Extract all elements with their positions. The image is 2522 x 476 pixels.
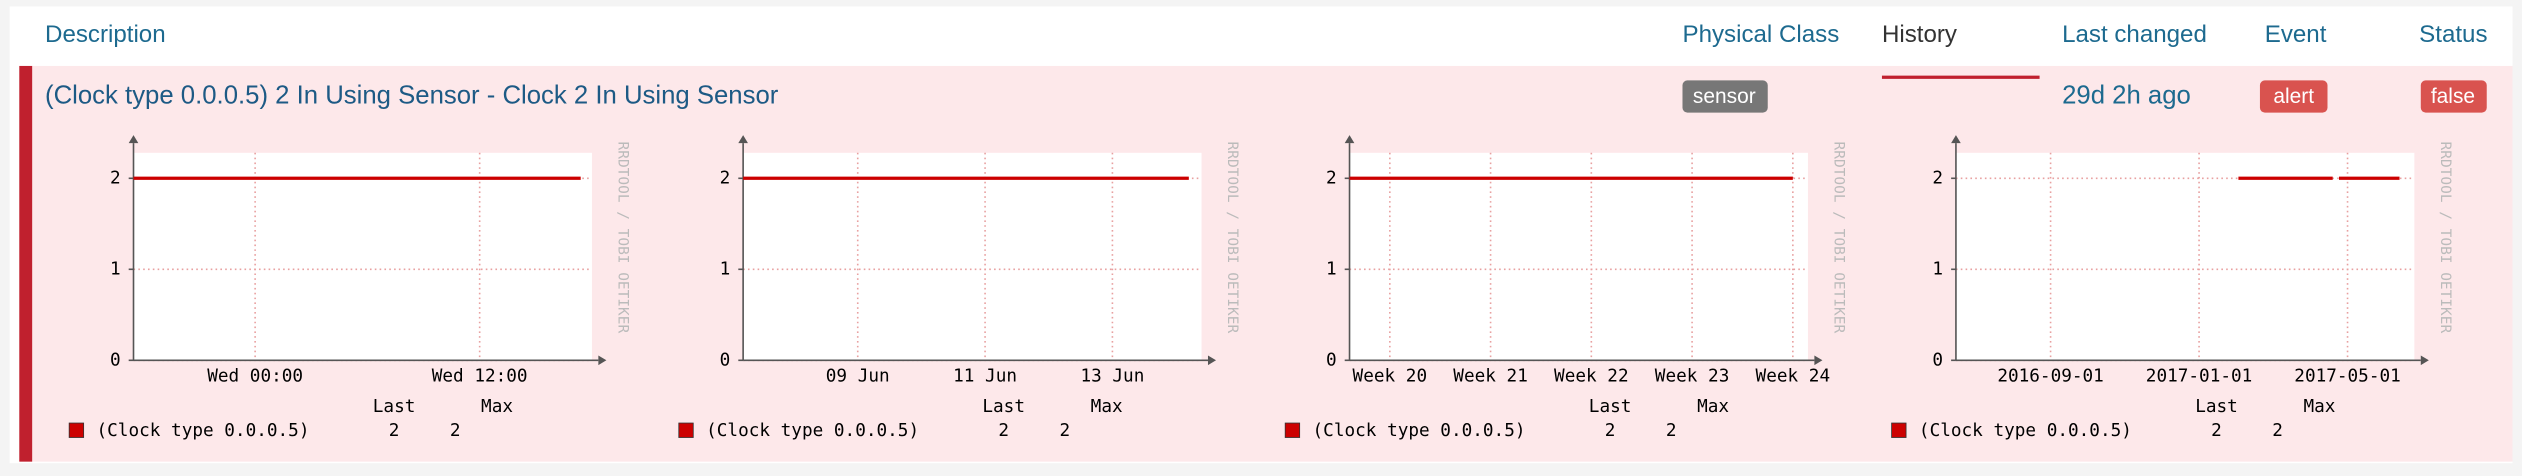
legend-swatch <box>68 422 85 438</box>
legend-header: Max <box>2303 397 2335 417</box>
watermark: RRDTOOL / TOBI OETIKER <box>2437 142 2453 334</box>
x-tick-label: 2016-09-01 <box>1997 366 2104 386</box>
plot-area <box>1349 152 1808 361</box>
legend-header: Max <box>1091 397 1123 417</box>
x-tick-label: Week 21 <box>1453 366 1528 386</box>
y-tick-label: 0 <box>720 350 731 370</box>
legend-value: 2 <box>1605 421 1616 441</box>
legend-header: Last <box>373 397 416 417</box>
rrd-graph: 0 1 2 Week 20 Week 21 Week 22 Week 23 Week 24 (C… <box>1284 135 1847 441</box>
rrd-graph: 0 1 2 09 Jun 11 Jun 13 Jun (Clock type 0.0.0.5… <box>678 135 1240 441</box>
y-tick-label: 2 <box>110 168 121 188</box>
y-tick-label: 0 <box>110 350 121 370</box>
col-header[interactable]: Physical Class <box>1682 21 1839 48</box>
x-tick-label: Week 24 <box>1756 366 1831 386</box>
x-tick-label: Week 22 <box>1554 366 1629 386</box>
plot-area <box>133 152 592 361</box>
y-tick-label: 1 <box>110 259 121 279</box>
watermark: RRDTOOL / TOBI OETIKER <box>1831 142 1847 334</box>
y-tick-label: 1 <box>1326 259 1337 279</box>
legend-value: 2 <box>450 421 461 441</box>
y-tick-label: 1 <box>1932 259 1943 279</box>
legend-header: Last <box>1589 397 1632 417</box>
x-tick-label: Week 23 <box>1655 366 1730 386</box>
legend-header: Last <box>2195 397 2238 417</box>
y-tick-label: 2 <box>1326 168 1337 188</box>
rrd-graph: 0 1 2 2016-09-01 2017-01-01 2017-05-01 (Clock … <box>1891 135 2453 441</box>
x-tick-label: Week 20 <box>1353 366 1428 386</box>
badge <box>2420 80 2487 113</box>
legend-value: 2 <box>998 421 1009 441</box>
y-tick-label: 0 <box>1326 350 1337 370</box>
badge-text: alert <box>2273 85 2314 108</box>
legend-swatch <box>1284 422 1301 438</box>
y-tick-label: 2 <box>1932 168 1943 188</box>
row-marker <box>19 65 33 462</box>
x-tick-label: Wed 00:00 <box>207 366 303 386</box>
last-changed: 29d 2h ago <box>2062 81 2191 109</box>
col-header[interactable]: Last changed <box>2062 21 2207 48</box>
col-header[interactable]: History <box>1882 21 1957 48</box>
legend-swatch <box>1891 422 1907 438</box>
legend-name: (Clock type 0.0.0.5) <box>1313 421 1526 441</box>
badge-text: false <box>2431 85 2475 108</box>
legend-swatch <box>678 422 694 438</box>
plot-area <box>1955 152 2415 361</box>
x-tick-label: Wed 12:00 <box>432 366 528 386</box>
rrd-graph: 0 1 2 Wed 00:00 Wed 12:00 (Clock type 0.0.0.5… <box>68 135 630 441</box>
legend-value: 2 <box>1059 421 1070 441</box>
badge <box>2259 80 2328 113</box>
x-tick-label: 11 Jun <box>953 366 1017 386</box>
badge <box>1682 80 1768 113</box>
legend-value: 2 <box>389 421 400 441</box>
legend-name: (Clock type 0.0.0.5) <box>1919 421 2132 441</box>
badge-text: sensor <box>1693 85 1756 108</box>
legend-header: Last <box>982 397 1025 417</box>
legend-name: (Clock type 0.0.0.5) <box>706 421 919 441</box>
legend-header: Max <box>1697 397 1729 417</box>
x-tick-label: 2017-05-01 <box>2294 366 2401 386</box>
legend-name: (Clock type 0.0.0.5) <box>97 421 310 441</box>
col-header[interactable]: Event <box>2265 21 2327 48</box>
plot-area <box>743 152 1202 361</box>
row-title[interactable]: (Clock type 0.0.0.5) 2 In Using Sensor -… <box>45 81 779 109</box>
legend-value: 2 <box>1666 421 1677 441</box>
y-tick-label: 2 <box>720 168 731 188</box>
x-tick-label: 09 Jun <box>826 366 890 386</box>
y-tick-label: 1 <box>720 259 731 279</box>
legend-value: 2 <box>2211 421 2222 441</box>
legend-header: Max <box>481 397 513 417</box>
legend-value: 2 <box>2272 421 2283 441</box>
y-tick-label: 0 <box>1932 350 1943 370</box>
axis <box>1955 143 2421 362</box>
col-header[interactable]: Status <box>2419 21 2487 48</box>
col-header[interactable]: Description <box>45 21 166 48</box>
watermark: RRDTOOL / TOBI OETIKER <box>614 142 630 334</box>
watermark: RRDTOOL / TOBI OETIKER <box>1224 142 1240 334</box>
x-tick-label: 2017-01-01 <box>2146 366 2253 386</box>
x-tick-label: 13 Jun <box>1080 366 1144 386</box>
